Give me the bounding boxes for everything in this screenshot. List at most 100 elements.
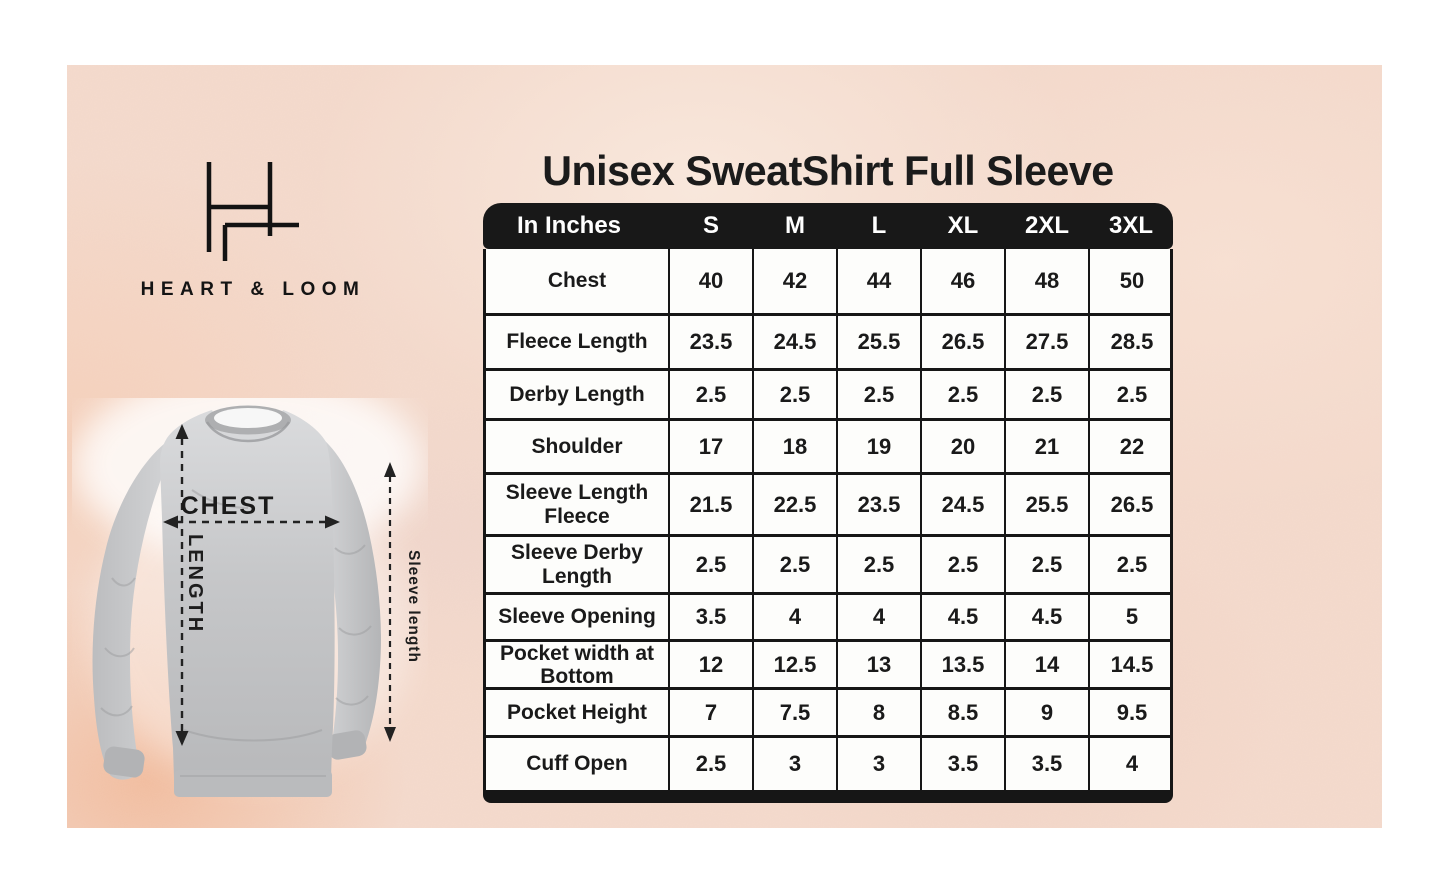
cell-value: 2.5 [922,371,1006,418]
cell-value: 14.5 [1110,652,1154,678]
cell-value: 40 [670,249,754,313]
cell-value: 2.5 [922,537,1006,592]
cell-value: 44 [838,249,922,313]
cell-value: 24.5 [922,475,1006,534]
cell-value: 8 [838,690,922,735]
measurement-arrows [163,424,396,746]
sleeve-length-dimension-label: Sleeve length [405,550,422,663]
cell-value: 9.5 [1116,699,1148,725]
size-header-cell: 3XL [1108,212,1153,239]
cell-value: 3.5 [922,738,1006,790]
table-row: Fleece Length 23.5 24.5 25.5 26.5 27.5 28.5 [486,316,1170,371]
row-label: Shoulder [486,421,670,472]
cell-value: 2.5 [838,537,922,592]
brand-monogram-icon [206,162,299,261]
cell-value: 46 [922,249,1006,313]
cell-value: 50 [1119,268,1145,293]
sweatshirt-diagram: CHEST LENGTH Sleeve length [72,369,428,818]
table-bottom-bar [483,790,1173,803]
cell-value: 2.5 [838,371,922,418]
cell-value: 12 [670,642,754,689]
cell-value: 17 [670,421,754,472]
cell-value: 2.5 [670,371,754,418]
cell-value: 14 [1006,642,1090,689]
size-header-cell: S [702,212,719,239]
cell-value: 2.5 [1116,381,1148,407]
cell-value: 4.5 [1006,595,1090,639]
chest-dimension-label: CHEST [181,492,276,520]
cell-value: 23.5 [838,475,922,534]
size-header-cell: M [785,212,805,239]
cell-value: 2.5 [670,738,754,790]
table-row: Sleeve Length Fleece 21.5 22.5 23.5 24.5 25.5… [486,475,1170,537]
cell-value: 48 [1006,249,1090,313]
table-row: Sleeve Opening 3.5 4 4 4.5 4.5 5 [486,595,1170,642]
cell-value: 18 [754,421,838,472]
cell-value: 3.5 [1006,738,1090,790]
row-label: Sleeve Derby Length [486,537,670,592]
cell-value: 23.5 [670,316,754,368]
cell-value: 5 [1125,604,1139,629]
table-row: Cuff Open 2.5 3 3 3.5 3.5 4 [486,738,1170,790]
cell-value: 42 [754,249,838,313]
cell-value: 22 [1119,433,1145,459]
cell-value: 13.5 [922,642,1006,689]
cell-value: 9 [1006,690,1090,735]
cell-value: 2.5 [754,371,838,418]
table-row: Chest 40 42 44 46 48 50 [486,249,1170,316]
cell-value: 27.5 [1006,316,1090,368]
cell-value: 28.5 [1110,329,1154,354]
cell-value: 4 [754,595,838,639]
cell-value: 8.5 [922,690,1006,735]
table-row: Pocket width at Bottom 12 12.5 13 13.5 14 14.5 [486,642,1170,690]
table-row: Shoulder 17 18 19 20 21 22 [486,421,1170,475]
unit-header-cell: In Inches [517,212,622,239]
length-dimension-label: LENGTH [184,534,206,634]
row-label: Fleece Length [486,316,670,368]
cell-value: 21.5 [670,475,754,534]
size-chart-header: In Inches S M L XL 2XL 3XL [483,203,1173,249]
cell-value: 24.5 [754,316,838,368]
cell-value: 20 [922,421,1006,472]
cell-value: 2.5 [670,537,754,592]
cell-value: 13 [838,642,922,689]
cell-value: 4 [838,595,922,639]
cell-value: 7 [670,690,754,735]
brand-name: HEART & LOOM [140,279,366,300]
cell-value: 22.5 [754,475,838,534]
row-label: Sleeve Length Fleece [486,475,670,534]
cell-value: 4 [1125,751,1139,776]
row-label: Pocket Height [486,690,670,735]
cell-value: 7.5 [754,690,838,735]
row-label: Sleeve Opening [486,595,670,639]
cell-value: 2.5 [1116,551,1148,577]
table-row: Sleeve Derby Length 2.5 2.5 2.5 2.5 2.5 2.5 [486,537,1170,595]
poster-background-panel: HEART & LOOM [67,65,1382,828]
cell-value: 21 [1006,421,1090,472]
row-label: Pocket width at Bottom [486,642,670,689]
cell-value: 4.5 [922,595,1006,639]
cell-value: 25.5 [838,316,922,368]
size-header-cell: XL [947,212,979,239]
row-label: Cuff Open [486,738,670,790]
size-header-cell: 2XL [1024,212,1069,239]
size-chart-table: In Inches S M L XL 2XL 3XL Chest 40 42 44 46… [483,203,1173,803]
cell-value: 3 [754,738,838,790]
size-header-cell: L [871,212,887,239]
table-row: Derby Length 2.5 2.5 2.5 2.5 2.5 2.5 [486,371,1170,421]
cell-value: 3.5 [670,595,754,639]
cell-value: 3 [838,738,922,790]
brand-logo: HEART & LOOM [119,160,387,301]
cell-value: 2.5 [1006,537,1090,592]
cell-value: 2.5 [1006,371,1090,418]
cell-value: 12.5 [754,642,838,689]
size-chart-body: Chest 40 42 44 46 48 50 Fleece Length 23.5 24.5 25… [483,249,1173,790]
cell-value: 2.5 [754,537,838,592]
cell-value: 26.5 [922,316,1006,368]
chart-title: Unisex SweatShirt Full Sleeve [542,147,1114,194]
sweatshirt-image [92,405,381,797]
cell-value: 25.5 [1006,475,1090,534]
cell-value: 19 [838,421,922,472]
cell-value: 26.5 [1110,491,1154,517]
row-label: Derby Length [486,371,670,418]
